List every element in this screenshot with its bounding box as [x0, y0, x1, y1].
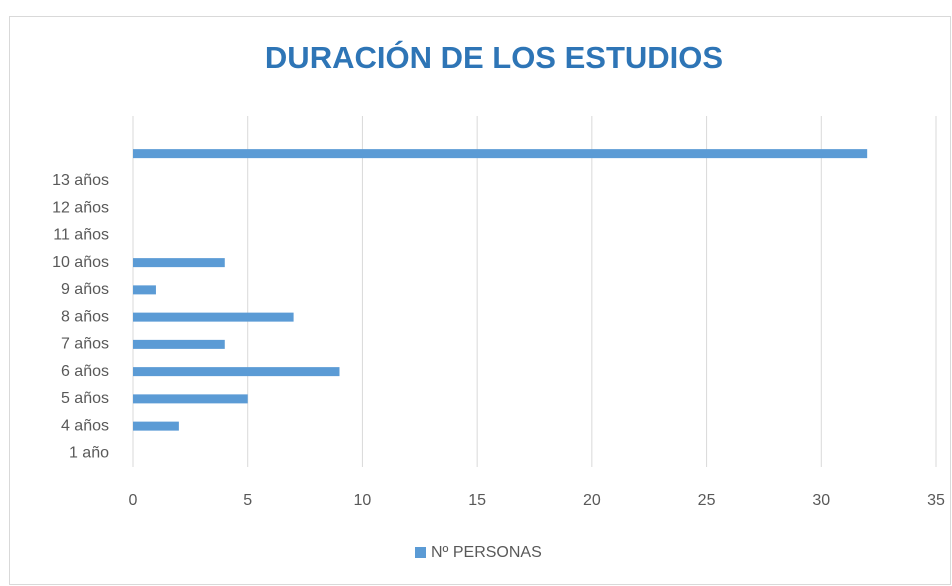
x-tick-label: 5: [243, 492, 252, 509]
y-tick-label: 13 años: [52, 172, 109, 189]
bar: [133, 149, 868, 159]
y-tick-label: 8 años: [61, 308, 109, 325]
x-tick-label: 20: [583, 492, 601, 509]
x-tick-label: 35: [927, 492, 945, 509]
y-tick-label: 11 años: [53, 227, 109, 244]
x-tick-label: 10: [354, 492, 372, 509]
chart-title: DURACIÓN DE LOS ESTUDIOS: [265, 39, 723, 75]
y-tick-label: 10 años: [52, 254, 109, 271]
bar: [133, 339, 225, 349]
x-tick-label: 30: [812, 492, 830, 509]
y-tick-label: 6 años: [61, 363, 109, 380]
y-tick-label: 7 años: [61, 336, 109, 353]
y-tick-label: 9 años: [61, 281, 109, 298]
legend-swatch: [415, 547, 426, 558]
bar: [133, 258, 225, 268]
y-tick-label: 4 años: [61, 417, 109, 434]
y-tick-label: 12 años: [52, 199, 109, 216]
bar: [133, 312, 294, 322]
bar: [133, 394, 248, 404]
chart-border: [9, 16, 951, 585]
legend-label: Nº PERSONAS: [431, 544, 542, 561]
x-tick-label: 25: [698, 492, 716, 509]
bar: [133, 421, 179, 431]
bar: [133, 285, 156, 295]
y-tick-label: 1 año: [69, 445, 109, 462]
x-tick-label: 15: [468, 492, 486, 509]
y-tick-label: 5 años: [61, 390, 109, 407]
bar: [133, 367, 340, 377]
x-tick-label: 0: [129, 492, 138, 509]
